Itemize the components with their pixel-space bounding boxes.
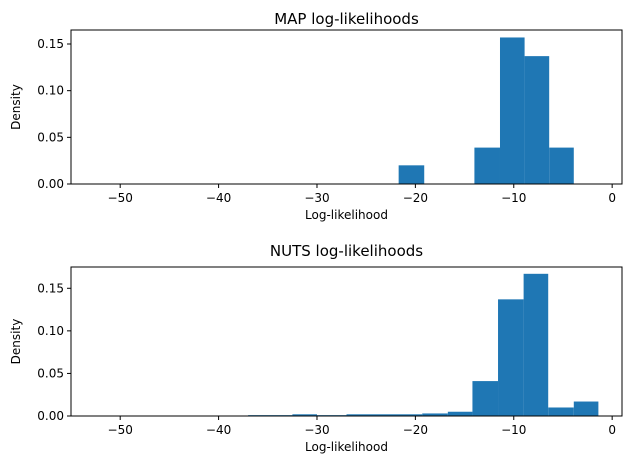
- map-y-axis-label: Density: [9, 84, 23, 130]
- nuts-x-tick-label-0: −50: [108, 423, 133, 437]
- nuts-histogram-bar-5: [447, 411, 473, 416]
- nuts-x-axis-label: Log-likelihood: [305, 440, 388, 454]
- map-histogram-bar-2: [499, 37, 525, 184]
- map-x-tick-label-2: −30: [304, 191, 329, 205]
- nuts-y-tick-label-2: 0.10: [37, 324, 64, 338]
- nuts-y-tick-label-1: 0.05: [37, 366, 64, 380]
- map-x-tick-label-3: −20: [403, 191, 428, 205]
- nuts-histogram-bar-3: [346, 414, 423, 416]
- nuts-histogram-bar-7: [498, 299, 524, 416]
- nuts-axes-frame: [70, 266, 623, 417]
- map-chart-title: MAP log-likelihoods: [274, 10, 419, 28]
- nuts-x-tick-label-4: −10: [501, 423, 526, 437]
- nuts-y-tick-label-0: 0.00: [37, 409, 64, 423]
- nuts-y-axis-label: Density: [9, 319, 23, 365]
- nuts-histogram-bar-4: [422, 413, 448, 416]
- map-histogram-bar-4: [549, 147, 574, 184]
- map-histogram-bar-0: [398, 165, 425, 184]
- map-x-tick-label-5: 0: [608, 191, 616, 205]
- map-histogram-bar-3: [524, 56, 550, 184]
- nuts-histogram-bar-8: [523, 273, 549, 416]
- nuts-x-tick-label-2: −30: [304, 423, 329, 437]
- map-x-tick-label-4: −10: [501, 191, 526, 205]
- map-y-tick-label-3: 0.15: [37, 37, 64, 51]
- nuts-chart-title: NUTS log-likelihoods: [270, 242, 423, 260]
- nuts-x-tick-label-5: 0: [608, 423, 616, 437]
- nuts-histogram-bar-6: [472, 381, 499, 416]
- nuts-loglik-panel: −50 −40 −30 −20 −10 0 0.00 0.05 0.10 0.15 NUTS log…: [9, 242, 623, 454]
- nuts-y-tick-label-3: 0.15: [37, 281, 64, 295]
- nuts-histogram-bar-1: [292, 414, 317, 416]
- map-y-tick-label-2: 0.10: [37, 84, 64, 98]
- map-y-tick-label-0: 0.00: [37, 177, 64, 191]
- map-axes-frame: [70, 29, 623, 185]
- map-x-axis-label: Log-likelihood: [305, 208, 388, 222]
- nuts-x-tick-label-1: −40: [206, 423, 231, 437]
- nuts-x-tick-label-3: −20: [403, 423, 428, 437]
- map-histogram-bar-1: [474, 147, 500, 184]
- map-x-tick-label-0: −50: [108, 191, 133, 205]
- nuts-histogram-bar-10: [573, 401, 599, 416]
- map-x-tick-label-1: −40: [206, 191, 231, 205]
- map-y-tick-label-1: 0.05: [37, 130, 64, 144]
- nuts-histogram-bar-9: [548, 407, 574, 416]
- map-loglik-panel: −50 −40 −30 −20 −10 0 0.00 0.05 0.10 0.15 MAP log-…: [9, 10, 623, 222]
